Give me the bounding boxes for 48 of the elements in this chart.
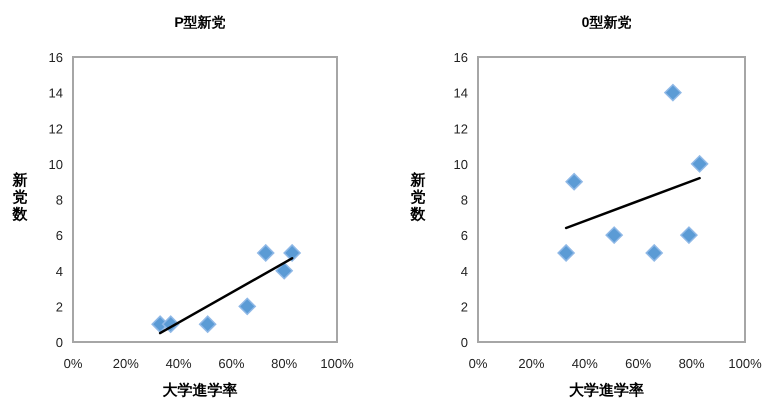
y-tick-label: 2	[460, 299, 468, 314]
y-tick-label: 12	[48, 121, 63, 136]
y-tick-label: 16	[454, 50, 468, 65]
point	[565, 172, 583, 190]
x-tick-label: 0%	[468, 356, 488, 371]
y-tick-label: 0	[56, 335, 63, 350]
y-tick-label: 10	[48, 156, 63, 172]
x-axis-title: 大学進学率	[162, 381, 238, 399]
point	[645, 244, 663, 262]
y-tick-label: 0	[460, 335, 468, 350]
y-tick-label: 14	[454, 86, 468, 101]
point	[238, 298, 256, 316]
x-tick-label: 20%	[518, 356, 545, 371]
y-tick-label: 6	[460, 228, 468, 244]
point	[605, 226, 623, 244]
x-tick-label: 40%	[572, 356, 598, 371]
x-tick-label: 80%	[271, 356, 298, 371]
y-tick-label: 6	[56, 228, 63, 244]
y-tick-label: 14	[48, 86, 63, 101]
point	[283, 244, 301, 262]
y-tick-label: 8	[460, 192, 468, 208]
x-tick-label: 60%	[218, 356, 245, 371]
point	[664, 84, 682, 102]
x-tick-label: 40%	[166, 356, 192, 371]
x-tick-label: 0%	[64, 356, 83, 371]
x-tick-label: 60%	[625, 356, 652, 371]
y-tick-label: 10	[454, 156, 468, 172]
x-tick-label: 80%	[678, 356, 706, 371]
point	[256, 244, 274, 262]
point	[275, 262, 293, 280]
y-tick-label: 4	[56, 264, 63, 279]
x-axis-title: 大学進学率	[569, 381, 644, 399]
chart-title: P型新党	[174, 14, 226, 30]
x-tick-label: 20%	[112, 356, 140, 371]
y-tick-label: 12	[454, 121, 468, 136]
point	[680, 226, 698, 244]
y-tick-label: 8	[56, 192, 63, 208]
point	[690, 155, 708, 173]
y-tick-label: 16	[48, 50, 63, 65]
y-axis-title: 新党数	[12, 171, 28, 223]
x-tick-label: 100%	[320, 356, 354, 371]
x-tick-label: 100%	[728, 356, 762, 371]
point	[557, 244, 575, 262]
y-tick-label: 4	[460, 264, 468, 279]
y-axis-title: 新党数	[410, 171, 426, 223]
point	[198, 315, 216, 333]
chart-title: 0型新党	[582, 14, 632, 30]
y-tick-label: 2	[56, 299, 63, 314]
